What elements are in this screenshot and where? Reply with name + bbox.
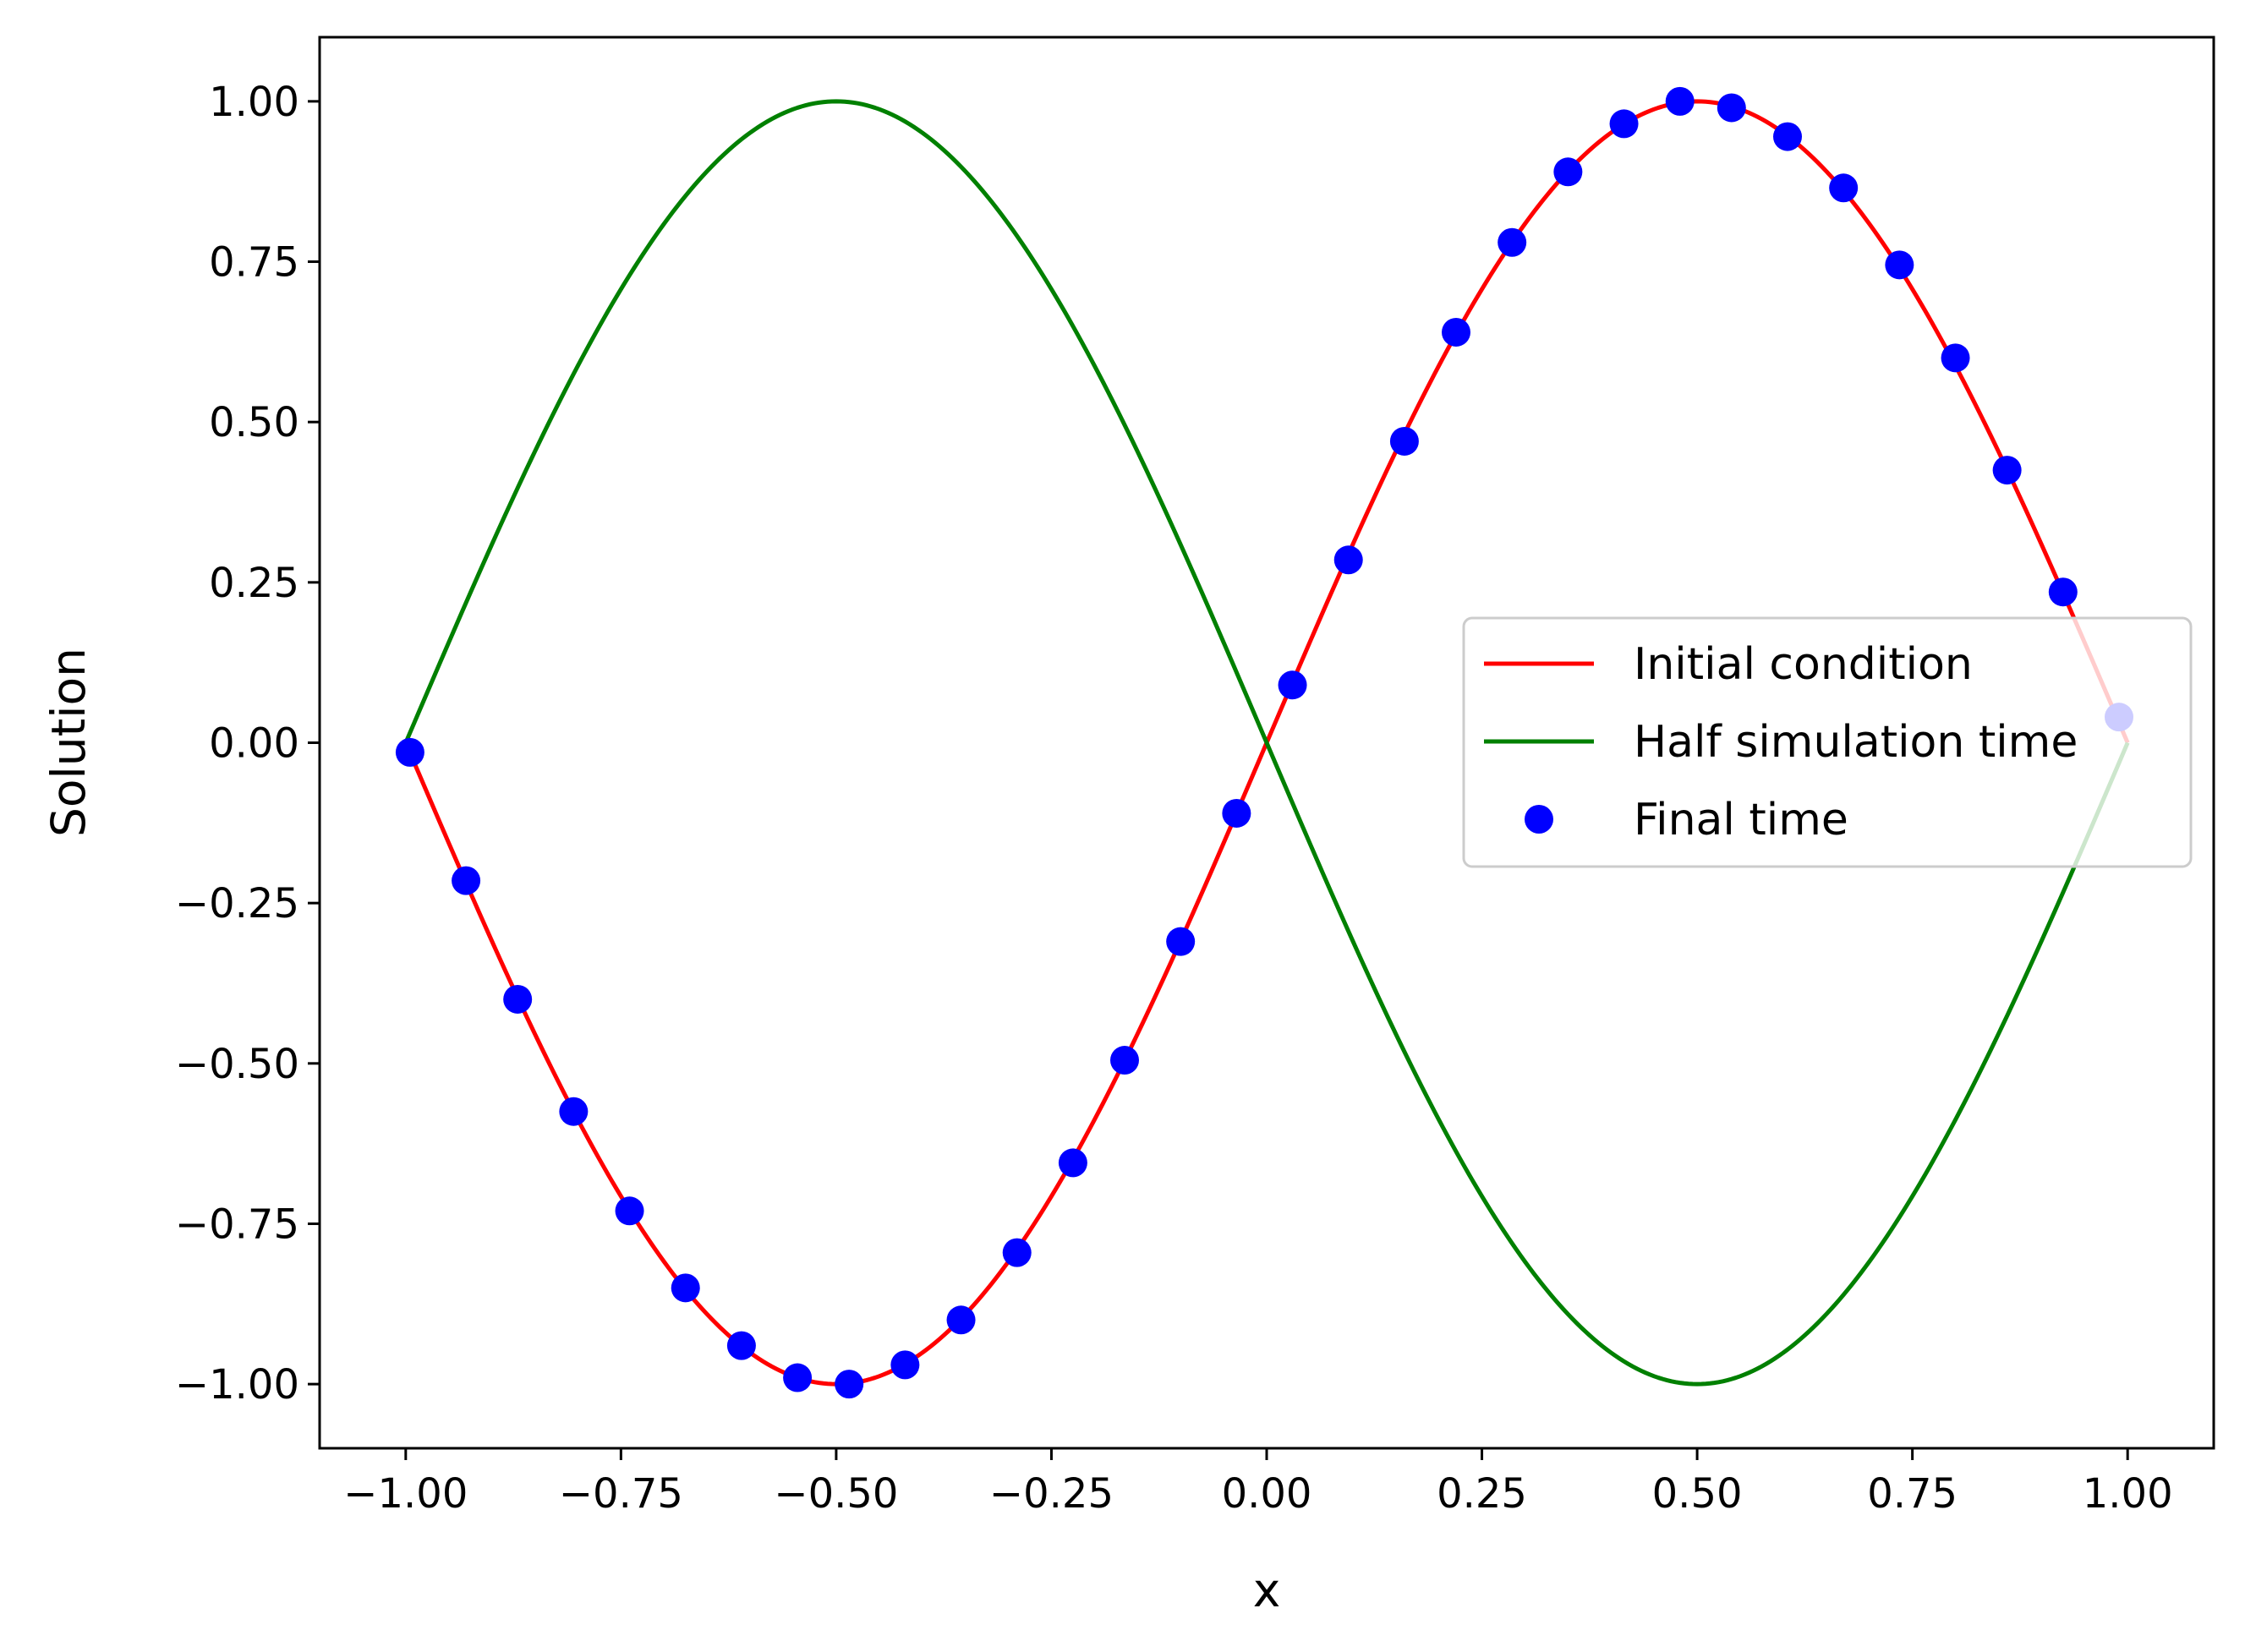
final-time-point: [1333, 545, 1363, 575]
final-time-point: [2048, 577, 2078, 607]
final-time-point: [726, 1331, 756, 1360]
final-time-point: [1389, 426, 1419, 456]
ticks: −1.00 −0.75 −0.50 −0.25 0.00 0.25 0.50 0.75 1.00…: [175, 79, 2173, 1518]
y-tick-label: 0.00: [209, 720, 299, 768]
x-tick-label: 1.00: [2083, 1470, 2173, 1518]
final-time-point: [1110, 1046, 1139, 1075]
y-tick-label: 0.50: [209, 399, 299, 446]
final-time-point: [1885, 250, 1914, 280]
final-time-point: [1941, 343, 1970, 373]
x-axis-label: x: [1253, 1563, 1281, 1617]
final-time-point: [671, 1273, 700, 1303]
final-time-point: [1442, 317, 1470, 347]
final-time-point: [1665, 86, 1695, 116]
final-time-point: [835, 1370, 864, 1399]
x-tick-label: −0.75: [559, 1470, 683, 1518]
legend-label-half-simulation-time: Half simulation time: [1634, 717, 2078, 768]
final-time-point: [615, 1196, 644, 1226]
legend-frame: [1462, 616, 2193, 868]
y-tick-label: 0.25: [209, 560, 299, 607]
final-time-point: [1717, 93, 1746, 123]
final-time-point: [1829, 173, 1859, 203]
y-tick-label: 0.75: [209, 239, 299, 287]
x-tick-label: −1.00: [343, 1470, 468, 1518]
final-time-point: [1166, 927, 1196, 956]
x-tick-label: 0.75: [1867, 1470, 1958, 1518]
final-time-point: [1992, 456, 2022, 485]
final-time-point: [1773, 122, 1802, 151]
x-tick-label: 0.25: [1437, 1470, 1527, 1518]
y-tick-label: −0.75: [175, 1201, 299, 1248]
final-time-point: [395, 737, 424, 767]
y-tick-label: −1.00: [175, 1361, 299, 1409]
final-time-point: [452, 866, 481, 895]
final-time-point: [559, 1097, 589, 1126]
final-time-point: [1278, 670, 1307, 700]
legend: Initial condition Half simulation time F…: [1462, 616, 2193, 868]
x-tick-label: 0.50: [1652, 1470, 1743, 1518]
plot-area: [395, 86, 2133, 1399]
final-time-point: [1609, 109, 1639, 139]
legend-label-initial-condition: Initial condition: [1634, 639, 1973, 690]
x-tick-label: −0.50: [774, 1470, 898, 1518]
y-tick-label: −0.50: [175, 1041, 299, 1088]
final-time-point: [890, 1350, 920, 1380]
final-time-point: [1002, 1238, 1032, 1267]
x-tick-label: −0.25: [989, 1470, 1114, 1518]
final-time-point: [946, 1305, 976, 1335]
y-axis-label: Solution: [41, 648, 96, 837]
final-time-point: [1553, 157, 1583, 187]
y-tick-label: −0.25: [175, 880, 299, 927]
final-time-point: [1498, 227, 1527, 257]
series-group: [395, 86, 2133, 1399]
x-tick-label: 0.00: [1222, 1470, 1312, 1518]
final-time-point: [503, 984, 533, 1014]
y-tick-label: 1.00: [209, 79, 299, 126]
series-line-half-simulation-time: [403, 99, 2130, 1387]
final-time-point: [1058, 1148, 1087, 1178]
legend-label-final-time: Final time: [1634, 795, 1848, 845]
legend-marker-final-time: [1525, 805, 1553, 834]
final-time-point: [1222, 798, 1251, 828]
final-time-point: [783, 1363, 813, 1392]
